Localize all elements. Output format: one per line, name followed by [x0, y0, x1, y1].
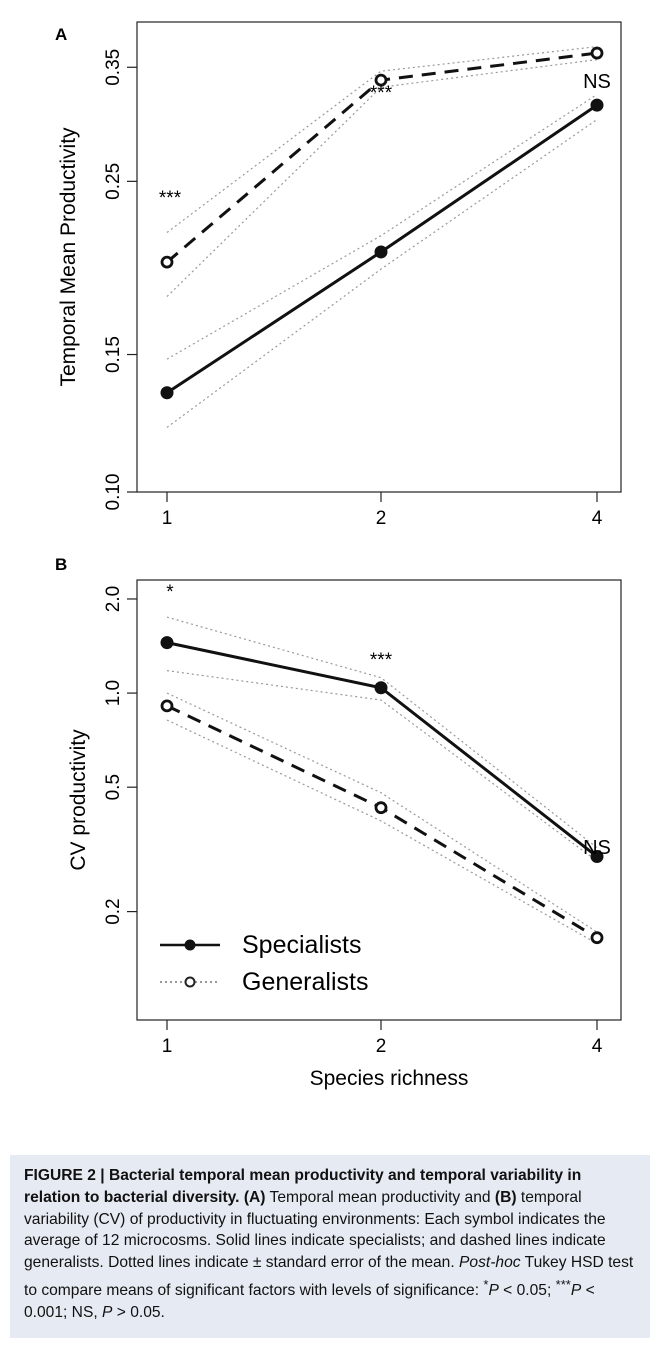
y-tick-label: 1.0 [103, 680, 124, 706]
panel-label: A [55, 25, 67, 44]
specialists-series-line [166, 641, 598, 858]
plot-frame [136, 21, 622, 493]
x-tick-label: 2 [376, 1036, 387, 1057]
caption-sig1-p: P [488, 1282, 499, 1300]
legend-specialists-label: Specialists [242, 931, 362, 959]
caption-a-label: (A) [243, 1188, 266, 1206]
generalists-point [374, 73, 388, 87]
x-tick-label: 4 [592, 508, 603, 529]
y-tick-label: 0.15 [103, 336, 124, 373]
generalists-point [160, 255, 174, 269]
legend-specialists-marker [184, 939, 196, 951]
caption-sig3-rest: > 0.05. [112, 1303, 165, 1321]
legend-box [150, 918, 405, 1018]
y-axis-label: CV productivity [67, 729, 90, 871]
y-tick-label: 0.2 [103, 898, 124, 924]
x-axis-label: Species richness [310, 1067, 469, 1090]
significance-label: NS [583, 71, 611, 93]
specialists-point [160, 636, 174, 650]
panel-label: B [55, 555, 67, 574]
y-tick-label: 0.35 [103, 49, 124, 86]
significance-label: *** [370, 83, 393, 104]
caption-a-text: Temporal mean productivity and [265, 1188, 495, 1206]
y-axis-label: Temporal Mean Productivity [57, 127, 80, 387]
significance-label: *** [159, 188, 182, 209]
specialists-point [590, 850, 604, 864]
specialists-upper-se-line [166, 616, 598, 849]
specialists-point [590, 98, 604, 112]
x-tick-label: 1 [162, 508, 173, 529]
figure-canvas: A 0.10 0.15 0.25 0.35 1 2 4 Temporal Mean Produc… [55, 21, 622, 1090]
y-tick-label: 0.25 [103, 163, 124, 200]
generalists-point [374, 801, 388, 815]
x-tick-label: 1 [162, 1036, 173, 1057]
generalists-point [590, 931, 604, 945]
plot-frame [136, 579, 622, 1021]
x-tick-label: 4 [592, 1036, 603, 1057]
generalists-series-line [166, 704, 598, 939]
specialists-lower-se-line [166, 670, 598, 862]
caption-posthoc: Post-hoc [459, 1254, 521, 1272]
caption-posthoc-rest: Tukey HSD test to compare means of signi… [24, 1254, 634, 1300]
significance-label: * [166, 582, 174, 603]
legend-generalists-label: Generalists [242, 968, 368, 996]
generalists-point [590, 46, 604, 60]
specialists-lower-se-line [166, 119, 598, 428]
caption-sig3-p: P [102, 1303, 113, 1321]
caption-sig2-p: P [570, 1282, 582, 1300]
caption-sig2-star: *** [555, 1276, 571, 1292]
y-tick-label: 0.10 [103, 474, 124, 511]
generalists-lower-se-line [166, 719, 598, 945]
specialists-point [160, 386, 174, 400]
specialists-upper-se-line [166, 93, 598, 360]
caption-sig1-star: * [483, 1276, 489, 1292]
caption-sig1-rest: < 0.05; [498, 1282, 552, 1300]
generalists-point [160, 699, 174, 713]
generalists-upper-se-line [166, 692, 598, 933]
caption-b-text: temporal variability (CV) of productivit… [24, 1188, 606, 1272]
y-tick-label: 0.5 [103, 774, 124, 800]
caption-sig2-rest: < 0.001; NS, [24, 1282, 595, 1321]
legend-generalists-marker [184, 976, 196, 988]
specialists-point [374, 245, 388, 259]
significance-label: *** [370, 650, 393, 671]
caption-title: FIGURE 2 | Bacterial temporal mean produ… [24, 1167, 582, 1206]
caption-b-label: (B) [494, 1188, 517, 1206]
specialists-point [374, 681, 388, 695]
significance-label: NS [583, 837, 611, 859]
panel-a-chart: A 0.10 0.15 0.25 0.35 1 2 4 Temporal Mean Produc… [55, 21, 622, 529]
figure-caption: FIGURE 2 | Bacterial temporal mean produ… [10, 1155, 650, 1338]
x-tick-label: 2 [376, 508, 387, 529]
panel-b-chart: B 0.2 0.5 1.0 2.0 1 2 4 CV productivity Species r… [55, 555, 622, 1090]
y-tick-label: 2.0 [103, 586, 124, 612]
